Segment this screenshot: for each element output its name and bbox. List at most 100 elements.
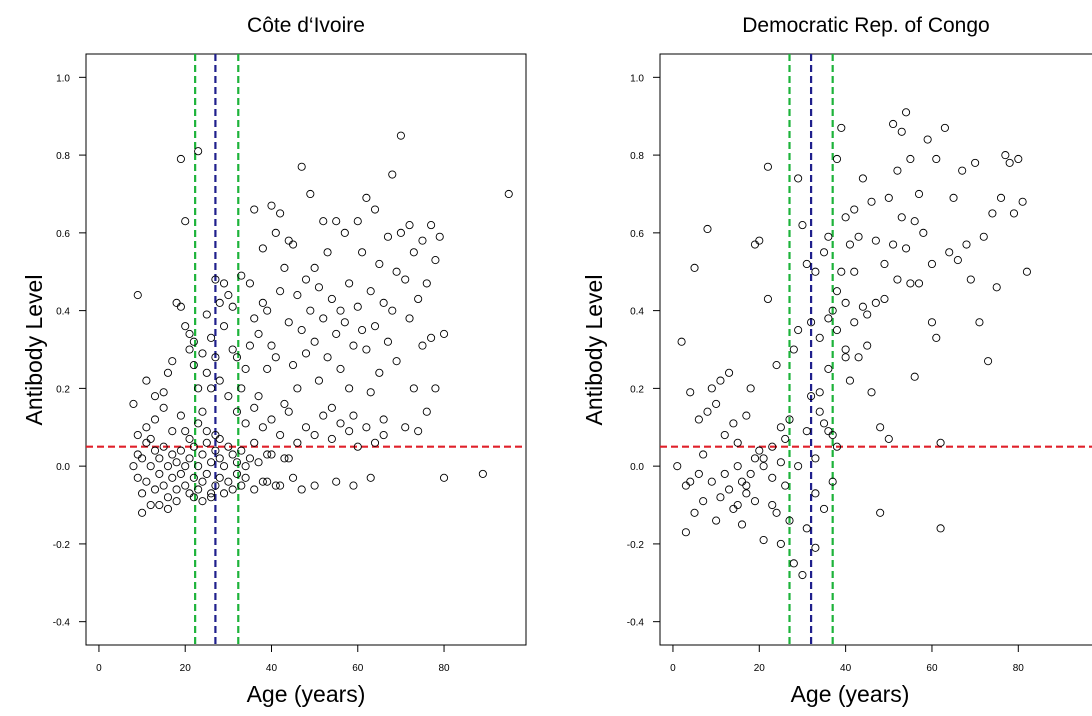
data-point	[737, 477, 747, 486]
data-point	[370, 322, 380, 331]
data-point	[824, 427, 833, 436]
data-point	[876, 423, 885, 432]
y-tick-label: -0.2	[53, 540, 71, 551]
data-point	[867, 197, 876, 206]
data-point	[703, 224, 712, 234]
data-point	[824, 314, 833, 323]
data-point	[811, 543, 820, 552]
data-point	[884, 434, 893, 443]
data-point	[353, 442, 362, 451]
data-point	[362, 345, 371, 354]
data-point	[733, 500, 742, 510]
data-point	[224, 477, 233, 486]
data-point	[914, 189, 924, 199]
data-point	[358, 326, 367, 335]
data-point	[155, 469, 164, 478]
data-point	[345, 279, 354, 288]
data-point	[880, 294, 889, 304]
data-point	[932, 154, 941, 164]
data-point	[163, 462, 173, 471]
y-tick-label: 1.0	[630, 73, 644, 84]
x-axis-ticks: 0 20 40 60 80	[670, 645, 1024, 674]
data-point	[431, 384, 440, 393]
data-point	[228, 302, 237, 311]
data-point	[340, 228, 349, 237]
data-point	[207, 384, 216, 393]
data-point	[690, 263, 699, 272]
data-point	[138, 489, 147, 498]
data-point	[172, 497, 181, 506]
y-tick-label: 0.8	[630, 151, 644, 162]
data-point	[850, 205, 859, 214]
data-point	[388, 306, 397, 315]
data-point	[163, 504, 173, 513]
data-point	[224, 291, 233, 300]
plot-frame	[659, 53, 1092, 646]
data-point	[845, 240, 854, 249]
data-point	[677, 337, 686, 346]
data-point	[880, 259, 889, 269]
data-point	[133, 430, 142, 440]
data-point	[746, 469, 755, 478]
data-point	[694, 469, 703, 478]
data-point	[409, 248, 418, 257]
data-point	[159, 403, 168, 412]
data-point	[837, 267, 846, 276]
data-point	[815, 333, 824, 342]
data-point	[940, 123, 949, 132]
data-point	[811, 267, 820, 276]
data-point	[263, 477, 272, 486]
data-point	[949, 193, 958, 202]
data-point	[138, 508, 147, 517]
data-point	[267, 341, 276, 350]
data-point	[504, 189, 513, 199]
data-point	[919, 228, 928, 237]
data-point	[902, 244, 911, 253]
data-point	[824, 232, 833, 241]
data-point	[232, 458, 242, 467]
data-point	[694, 415, 703, 424]
data-point	[133, 291, 142, 300]
data-point	[832, 326, 842, 335]
data-point	[988, 209, 997, 218]
data-point	[271, 353, 280, 362]
data-point	[310, 337, 319, 346]
data-point	[155, 454, 164, 463]
data-point	[763, 162, 772, 171]
data-point	[742, 481, 751, 490]
data-point	[750, 497, 760, 506]
data-point	[353, 217, 362, 226]
data-point	[720, 430, 729, 440]
data-point	[794, 326, 803, 335]
plot-frame	[85, 53, 527, 646]
data-point	[293, 291, 302, 300]
data-point	[1009, 209, 1019, 218]
data-point	[958, 166, 967, 175]
data-point	[841, 298, 850, 307]
y-axis-ticks: -0.4 -0.2 0.0 0.2 0.4 0.6 0.8 1.0	[627, 73, 660, 629]
data-point	[219, 462, 229, 471]
data-point	[181, 322, 190, 331]
data-point	[319, 411, 328, 420]
data-point	[314, 283, 323, 292]
data-point	[215, 376, 224, 385]
data-point	[245, 454, 254, 463]
y-axis-label: Antibody Level	[21, 275, 47, 426]
data-point	[383, 337, 393, 346]
data-point	[228, 485, 237, 494]
data-point	[284, 454, 293, 463]
data-point	[198, 477, 207, 486]
data-point	[750, 454, 760, 463]
data-point	[431, 256, 440, 265]
data-point	[202, 469, 211, 478]
data-point	[936, 524, 945, 533]
data-point	[336, 306, 345, 315]
data-point	[673, 462, 682, 471]
data-point	[284, 407, 293, 416]
y-tick-label: 0.4	[630, 307, 644, 318]
data-point	[439, 329, 449, 338]
data-point	[207, 333, 216, 342]
data-point	[219, 489, 229, 498]
data-point	[142, 477, 151, 486]
data-point	[379, 430, 388, 440]
